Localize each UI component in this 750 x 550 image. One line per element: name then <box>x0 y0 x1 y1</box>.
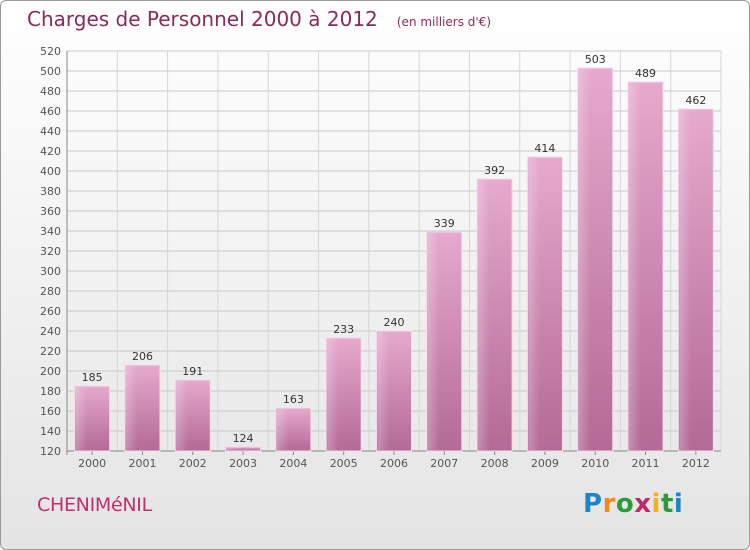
y-tick-label: 400 <box>40 165 61 178</box>
bar-highlight <box>478 180 490 450</box>
y-tick-label: 300 <box>40 265 61 278</box>
bar-highlight <box>226 448 239 450</box>
bar-highlight <box>427 233 440 450</box>
data-label: 191 <box>182 365 203 378</box>
y-tick-label: 200 <box>40 365 61 378</box>
y-tick-label: 320 <box>40 245 61 258</box>
y-tick-label: 140 <box>40 425 61 438</box>
proxiti-logo: Proxiti <box>583 489 684 519</box>
y-tick-label: 500 <box>40 65 61 78</box>
y-tick-label: 520 <box>40 45 61 58</box>
y-tick-label: 480 <box>40 85 61 98</box>
bar-highlight <box>75 387 88 450</box>
y-tick-label: 280 <box>40 285 61 298</box>
data-label: 339 <box>434 217 455 230</box>
labels-layer: 120 140 160 180 200 220 240 260 280 300 320 340 360 3… <box>40 45 710 470</box>
bar-highlight <box>629 83 641 450</box>
bars-layer <box>74 67 714 452</box>
y-tick-label: 460 <box>40 105 61 118</box>
data-label: 233 <box>333 323 354 336</box>
bar-highlight <box>125 366 138 450</box>
data-label: 462 <box>685 94 706 107</box>
y-tick-label: 440 <box>40 125 61 138</box>
y-tick-label: 420 <box>40 145 61 158</box>
x-tick-label: 2000 <box>78 457 106 470</box>
bar-highlight <box>176 381 188 450</box>
data-label: 392 <box>484 164 505 177</box>
y-tick-label: 240 <box>40 325 61 338</box>
data-label: 124 <box>233 432 254 445</box>
x-tick-label: 2012 <box>682 457 710 470</box>
y-tick-label: 360 <box>40 205 61 218</box>
bar-highlight <box>679 110 692 450</box>
y-tick-label: 120 <box>40 445 61 458</box>
data-label: 240 <box>384 316 405 329</box>
y-tick-label: 260 <box>40 305 61 318</box>
y-tick-label: 380 <box>40 185 61 198</box>
y-tick-label: 220 <box>40 345 61 358</box>
x-tick-label: 2006 <box>380 457 408 470</box>
x-tick-label: 2002 <box>179 457 207 470</box>
bar-highlight <box>578 69 591 450</box>
y-tick-label: 160 <box>40 405 61 418</box>
data-label: 414 <box>534 142 555 155</box>
x-tick-label: 2010 <box>581 457 609 470</box>
bar <box>225 446 262 452</box>
x-tick-label: 2011 <box>632 457 660 470</box>
data-label: 185 <box>82 371 103 384</box>
x-tick-label: 2003 <box>229 457 257 470</box>
commune-name: CHENIMéNIL <box>37 494 152 516</box>
bar-highlight <box>327 339 339 450</box>
y-tick-label: 180 <box>40 385 61 398</box>
x-tick-label: 2001 <box>128 457 156 470</box>
bar-highlight <box>276 409 289 450</box>
x-tick-label: 2008 <box>481 457 509 470</box>
x-tick-label: 2007 <box>430 457 458 470</box>
data-label: 503 <box>585 53 606 66</box>
title-row: Charges de Personnel 2000 à 2012 (en mil… <box>27 7 491 31</box>
data-label: 489 <box>635 67 656 80</box>
bar-highlight <box>377 332 390 450</box>
data-label: 206 <box>132 350 153 363</box>
y-tick-label: 340 <box>40 225 61 238</box>
x-tick-label: 2009 <box>531 457 559 470</box>
x-tick-label: 2005 <box>330 457 358 470</box>
bar-highlight <box>528 158 541 450</box>
chart-subtitle: (en milliers d'€) <box>396 15 491 29</box>
x-tick-label: 2004 <box>279 457 307 470</box>
data-label: 163 <box>283 393 304 406</box>
chart-title: Charges de Personnel 2000 à 2012 <box>27 7 378 31</box>
